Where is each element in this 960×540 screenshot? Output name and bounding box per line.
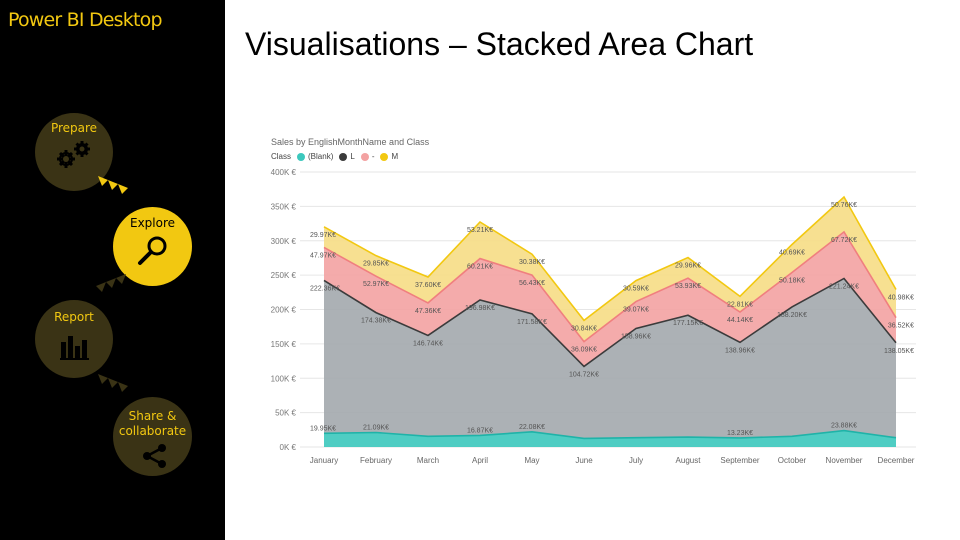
- x-tick-label: July: [629, 456, 643, 465]
- data-label: 146.74K€: [413, 340, 443, 347]
- y-tick-label: 250K €: [271, 271, 297, 280]
- data-label: 60.21K€: [467, 264, 493, 271]
- line-series-l: [323, 277, 897, 368]
- area-series-l: [324, 278, 896, 439]
- x-tick-label: February: [360, 456, 392, 465]
- data-label: 53.93K€: [675, 283, 701, 290]
- data-label: 30.59K€: [623, 286, 649, 293]
- legend-swatch-l: [339, 152, 348, 161]
- legend-swatch-blank: [297, 152, 306, 161]
- data-label: 158.96K€: [621, 333, 651, 340]
- data-label: 171.58K€: [517, 319, 547, 326]
- data-label: 22.81K€: [727, 301, 753, 308]
- step-report-label: Report: [54, 310, 94, 324]
- step-report-circle[interactable]: [35, 300, 113, 378]
- x-tick-label: April: [472, 456, 488, 465]
- share-icon: [143, 444, 166, 468]
- y-tick-label: 150K €: [271, 340, 297, 349]
- data-label: 56.43K€: [519, 280, 545, 287]
- data-label: 40.69K€: [779, 249, 805, 256]
- data-label: 53.21K€: [467, 227, 493, 234]
- chart-legend: Class (Blank) L - M: [271, 152, 398, 161]
- x-tick-label: January: [310, 456, 338, 465]
- data-label: 104.72K€: [569, 371, 599, 378]
- data-label: 21.09K€: [363, 425, 389, 432]
- data-label: 50.76K€: [831, 202, 857, 209]
- y-tick-label: 50K €: [275, 409, 296, 418]
- data-label: 196.98K€: [465, 305, 495, 312]
- y-tick-label: 300K €: [271, 237, 297, 246]
- arrow-prepare-explore: [98, 176, 128, 194]
- data-label: 221.24K€: [829, 283, 859, 290]
- data-label: 23.88K€: [831, 423, 857, 430]
- step-share-circle[interactable]: [113, 397, 192, 476]
- data-label: 47.36K€: [415, 308, 441, 315]
- data-label: 50.18K€: [779, 277, 805, 284]
- data-label: 36.52K€: [888, 323, 914, 330]
- data-label: 13.23K€: [727, 430, 753, 437]
- data-label: 29.85K€: [363, 261, 389, 268]
- data-label: 222.36K€: [310, 285, 340, 292]
- data-label: 37.60K€: [415, 282, 441, 289]
- legend-title: Class: [271, 152, 292, 161]
- legend-label-m: M: [391, 152, 399, 161]
- gears-icon: [57, 141, 90, 168]
- x-tick-label: September: [720, 456, 759, 465]
- data-label: 174.38K€: [361, 318, 391, 325]
- legend-swatch-m: [380, 152, 389, 161]
- data-label: 47.97K€: [310, 252, 336, 259]
- line-series-dash: [323, 230, 897, 343]
- data-label: 40.98K€: [888, 295, 914, 302]
- data-label: 19.95K€: [310, 425, 336, 432]
- data-label: 36.09K€: [571, 347, 597, 354]
- data-label: 67.72K€: [831, 237, 857, 244]
- x-tick-label: December: [878, 456, 915, 465]
- area-series-m: [324, 197, 896, 342]
- arrow-explore-report: [96, 274, 126, 292]
- x-tick-label: November: [826, 456, 863, 465]
- sidebar: Power BI Desktop Prepare Explore Report: [0, 0, 225, 540]
- y-tick-label: 350K €: [271, 202, 297, 211]
- step-share-label: Share & collaborate: [118, 409, 187, 438]
- data-label: 29.96K€: [675, 263, 701, 270]
- data-label: 177.15K€: [673, 320, 703, 327]
- y-tick-label: 100K €: [271, 374, 297, 383]
- slide-title: Visualisations – Stacked Area Chart: [245, 26, 754, 62]
- data-label: 138.96K€: [725, 347, 755, 354]
- line-series-blank: [323, 429, 897, 440]
- step-explore-label: Explore: [129, 216, 176, 230]
- data-label: 16.87K€: [467, 427, 493, 434]
- data-label: 30.84K€: [571, 325, 597, 332]
- x-tick-label: August: [676, 456, 702, 465]
- data-label: 22.08K€: [519, 424, 545, 431]
- x-tick-label: March: [417, 456, 439, 465]
- legend-label-l: L: [350, 152, 355, 161]
- data-label: 188.20K€: [777, 312, 807, 319]
- data-label: 30.38K€: [519, 259, 545, 266]
- legend-label-blank: (Blank): [308, 152, 334, 161]
- line-series-m: [323, 195, 897, 322]
- y-tick-label: 400K €: [271, 168, 297, 177]
- step-prepare-label: Prepare: [50, 121, 98, 135]
- bar-chart-icon: [60, 336, 89, 360]
- data-label: 29.97K€: [310, 232, 336, 239]
- chart-title: Sales by EnglishMonthName and Class: [271, 137, 430, 147]
- x-tick-label: October: [778, 456, 807, 465]
- data-label: 52.97K€: [363, 281, 389, 288]
- app-title: Power BI Desktop: [8, 9, 163, 31]
- y-tick-label: 0K €: [280, 443, 297, 452]
- legend-label-dash: -: [371, 152, 375, 161]
- y-tick-label: 200K €: [271, 306, 297, 315]
- x-tick-label: June: [575, 456, 593, 465]
- magnifier-icon: [138, 236, 167, 265]
- x-tick-label: May: [524, 456, 539, 465]
- step-explore-circle[interactable]: [113, 207, 192, 286]
- data-label: 138.05K€: [884, 348, 914, 355]
- data-label: 44.14K€: [727, 317, 753, 324]
- legend-swatch-dash: [360, 152, 369, 161]
- arrow-report-share: [98, 374, 128, 392]
- data-label: 39.07K€: [623, 307, 649, 314]
